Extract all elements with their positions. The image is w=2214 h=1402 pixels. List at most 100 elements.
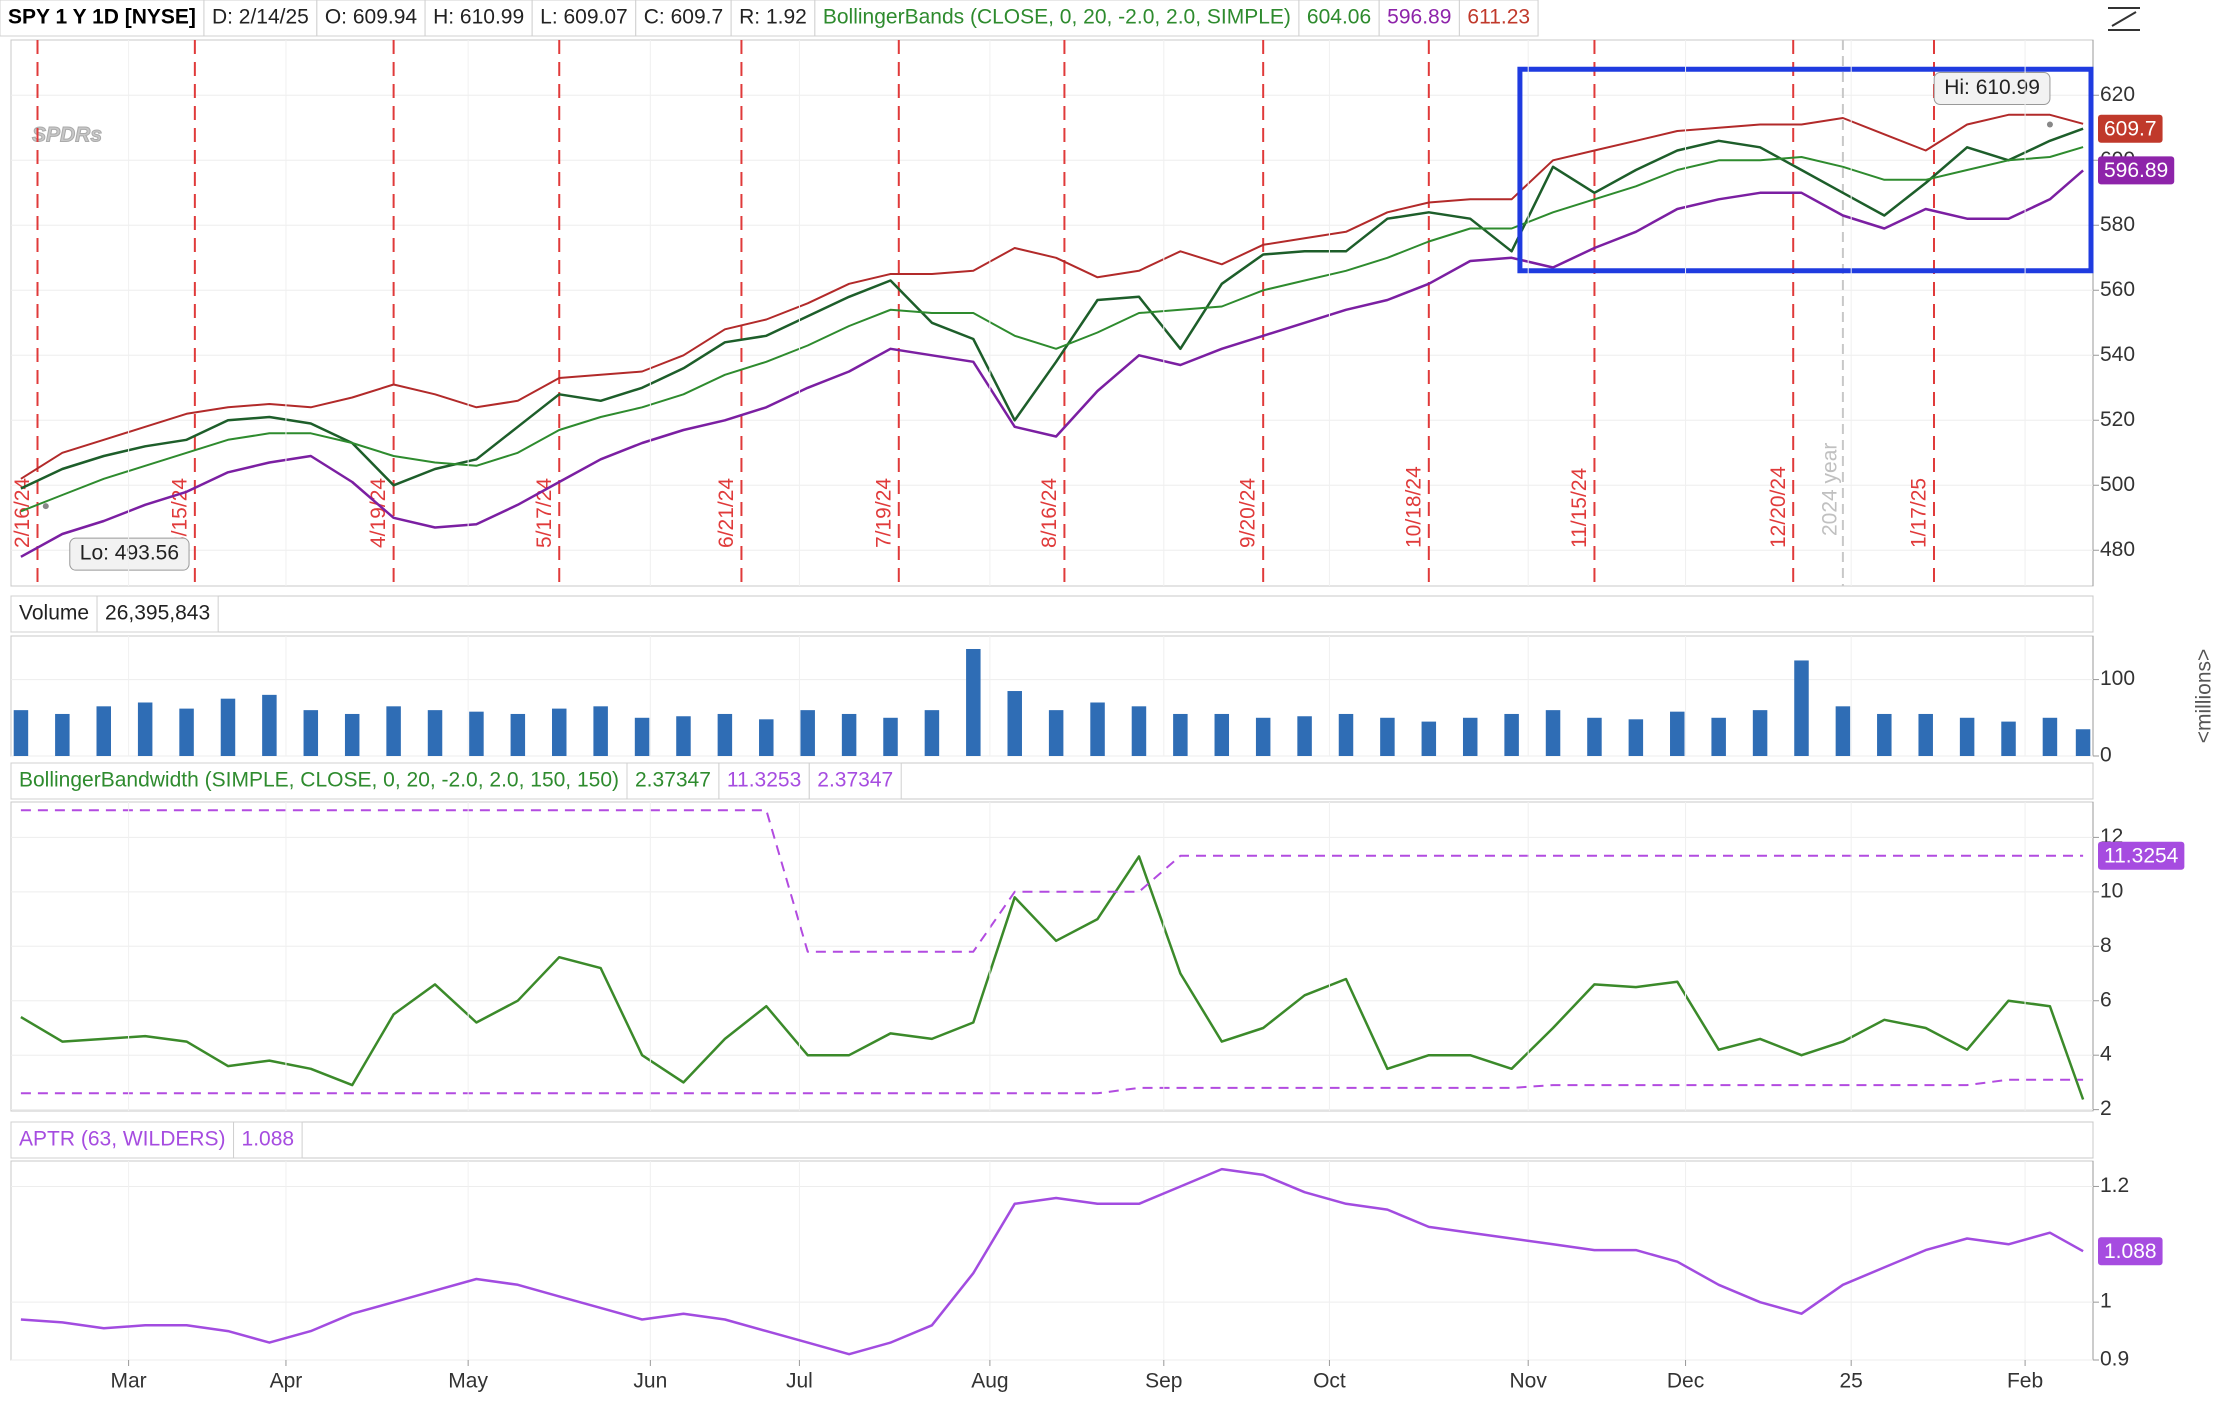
event-label: 12/20/24 (1767, 466, 1790, 548)
header-item: 2.37347 (635, 769, 711, 792)
event-label: 4/19/24 (367, 478, 390, 548)
y-tick-label: 540 (2100, 343, 2135, 366)
header-item: SPY 1 Y 1D [NYSE] (8, 6, 196, 29)
header-item: D: 2/14/25 (212, 6, 309, 29)
header-item: C: 609.7 (644, 6, 723, 29)
volume-bar (1628, 719, 1644, 756)
volume-bar (841, 713, 857, 756)
y-tick-label: 560 (2100, 278, 2135, 301)
volume-bar (1877, 713, 1892, 756)
x-tick-label: Jul (786, 1370, 813, 1393)
volume-bar (1462, 717, 1478, 756)
volume-bar (96, 706, 112, 756)
volume-bar (303, 710, 319, 756)
header-box (808, 762, 902, 800)
volume-bar (1587, 717, 1602, 756)
value-badge-label: 609.7 (2104, 117, 2157, 140)
highlight-box (1517, 66, 2094, 274)
x-tick-label: May (448, 1370, 488, 1393)
volume-bar (344, 713, 360, 756)
volume-bar (1421, 721, 1437, 756)
y-tick-label: 4 (2100, 1043, 2112, 1066)
volume-bar (1007, 691, 1022, 756)
value-badge-label: 1.088 (2104, 1240, 2157, 1263)
annotation-box (1933, 72, 2051, 106)
value-badge-label: 596.89 (2104, 159, 2168, 182)
value-badge (2098, 841, 2185, 870)
drawing-tool-icon (2108, 7, 2140, 31)
y-tick-label: 520 (2100, 408, 2135, 431)
panel (10, 1160, 2094, 1361)
y-tick-label: 6 (2100, 988, 2112, 1011)
volume-bar (1090, 702, 1105, 756)
annotation-box (69, 537, 190, 571)
header-box (718, 762, 810, 800)
volume-bar (1504, 713, 1519, 756)
header-item: L: 609.07 (540, 6, 628, 29)
volume-bar (634, 717, 650, 756)
volume-bar (1545, 710, 1561, 756)
x-tick-label: Sep (1145, 1370, 1182, 1393)
volume-bar (1711, 717, 1726, 756)
header-box (233, 1121, 303, 1159)
volume-bar (676, 716, 691, 756)
header-item: APTR (63, WILDERS) (19, 1128, 226, 1151)
header-item: 596.89 (1387, 6, 1451, 29)
y-tick-label: 620 (2100, 83, 2135, 106)
volume-bar (1214, 713, 1230, 756)
series-line (20, 855, 2085, 1100)
annotation-point (2046, 121, 2053, 128)
volume-bar (759, 719, 774, 756)
header-item: R: 1.92 (739, 6, 807, 29)
series-line (20, 169, 2084, 558)
volume-bar (2001, 721, 2016, 756)
volume-bar (1794, 660, 1809, 756)
event-label: 10/18/24 (1402, 466, 1425, 548)
series-line (20, 809, 2084, 953)
y-tick-label: 480 (2100, 538, 2135, 561)
header-box (10, 762, 628, 800)
volume-bar (883, 717, 898, 756)
header-item: H: 610.99 (433, 6, 524, 29)
x-tick-label: Aug (971, 1370, 1008, 1393)
volume-bar (55, 713, 70, 756)
event-label: 6/21/24 (715, 478, 738, 548)
header-item: Volume (19, 602, 89, 625)
header-item: BollingerBandwidth (SIMPLE, CLOSE, 0, 20… (19, 769, 619, 792)
y-tick-label: 1.2 (2100, 1174, 2129, 1197)
volume-bar (262, 694, 277, 756)
annotation-label: Lo: 493.56 (80, 542, 179, 565)
logo: SPDRs (32, 124, 102, 147)
header-item: 2.37347 (817, 769, 893, 792)
panel (10, 801, 2094, 1112)
volume-bar (717, 713, 733, 756)
header-item: O: 609.94 (325, 6, 418, 29)
volume-bar (1297, 716, 1312, 756)
header-box (531, 0, 637, 37)
volume-bar (924, 710, 940, 756)
volume-bar (1670, 711, 1685, 756)
series-line (20, 113, 2084, 480)
event-label: 1/17/25 (1908, 478, 1931, 548)
event-label: 9/20/24 (1237, 478, 1260, 548)
annotation-point (42, 503, 49, 510)
x-tick-label: Dec (1667, 1370, 1704, 1393)
panel (10, 39, 2094, 587)
volume-bar (1338, 713, 1354, 756)
y-tick-label: 0 (2100, 744, 2112, 767)
y-tick-label: 580 (2100, 213, 2135, 236)
volume-bar (1835, 706, 1851, 756)
y-tick-label: 2 (2100, 1097, 2112, 1120)
series-line (20, 1078, 2084, 1095)
value-badge (2098, 1237, 2163, 1266)
volume-bar (1752, 710, 1768, 756)
series-line (20, 146, 2084, 513)
header-box (10, 595, 98, 633)
x-tick-label: Apr (270, 1370, 303, 1393)
event-label: 8/16/24 (1038, 478, 1061, 548)
header-box (0, 0, 205, 37)
event-label: 7/19/24 (872, 478, 895, 548)
year-label: 2024 year (1818, 443, 1841, 536)
header-box (316, 0, 426, 37)
